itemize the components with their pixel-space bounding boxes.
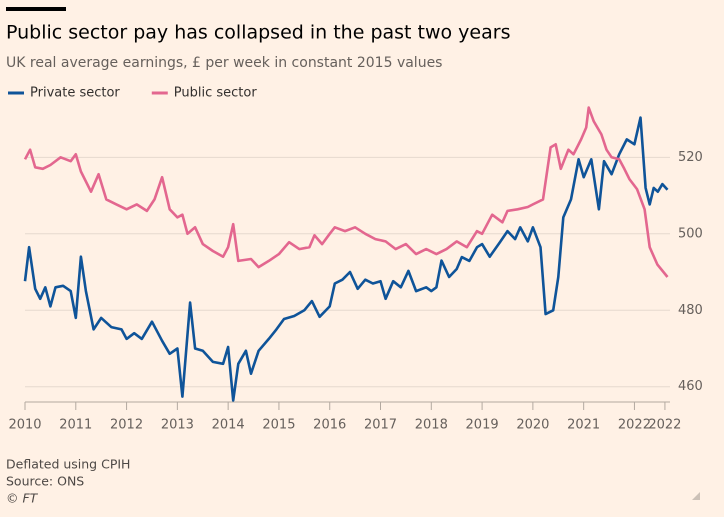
x-tick-label: 2014 [212,418,245,433]
y-tick-label: 460 [678,379,703,394]
x-tick-label: 2011 [59,418,92,433]
source: Source: ONS [6,474,84,489]
series-line [23,106,669,278]
copyright: © FT [6,491,39,506]
series-line [23,116,669,402]
x-tick-label: 2022 [648,418,681,433]
x-tick-label: 2018 [415,418,448,433]
x-tick-label: 2010 [8,418,41,433]
chart-title: Public sector pay has collapsed in the p… [6,22,510,44]
legend-label: Public sector [174,86,258,101]
x-tick-label: 2020 [516,418,549,433]
x-tick-label: 2012 [110,418,143,433]
y-tick-label: 500 [678,226,703,241]
x-tick-label: 2015 [262,418,295,433]
y-tick-label: 480 [678,303,703,318]
x-tick-label: 2021 [567,418,600,433]
y-tick-label: 520 [678,150,703,165]
x-tick-label: 2013 [161,418,194,433]
x-tick-label: 2019 [466,418,499,433]
legend-label: Private sector [30,86,120,101]
note: Deflated using CPIH [6,457,130,472]
x-tick-label: 2017 [364,418,397,433]
chart-subtitle: UK real average earnings, £ per week in … [6,55,442,71]
x-tick-label: 2022 [618,418,651,433]
x-tick-label: 2016 [313,418,346,433]
title-bar [6,7,66,11]
corner-icon [692,492,700,500]
